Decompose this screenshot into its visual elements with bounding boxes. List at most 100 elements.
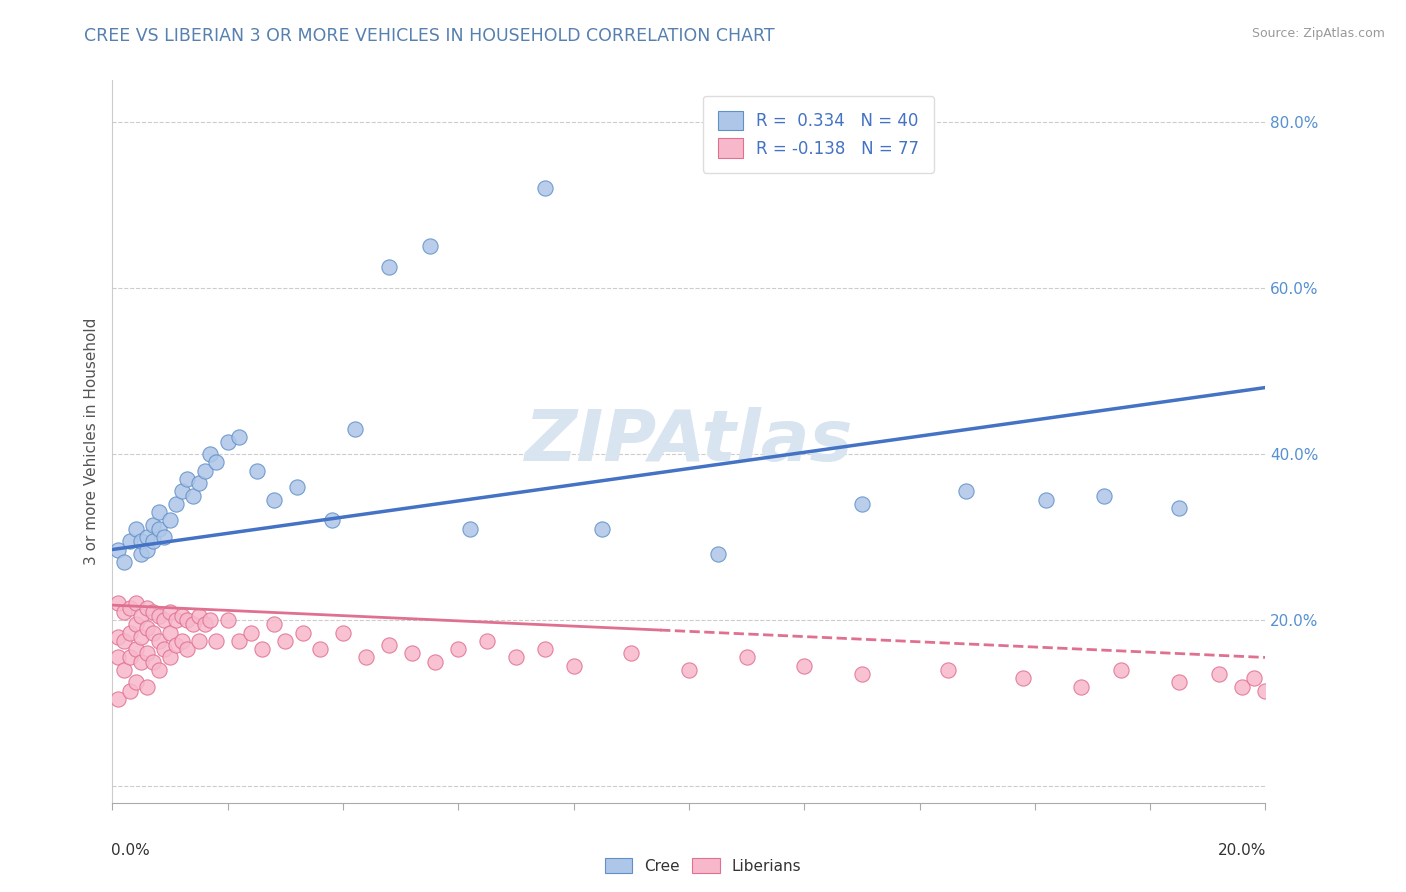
- Point: [252, 642, 274, 657]
- Point: [188, 633, 211, 648]
- Point: [159, 650, 181, 665]
- Point: [1243, 671, 1265, 685]
- Point: [200, 613, 222, 627]
- Point: [107, 542, 129, 557]
- Point: [678, 663, 700, 677]
- Point: [118, 600, 141, 615]
- Point: [447, 642, 470, 657]
- Point: [955, 484, 977, 499]
- Point: [118, 625, 141, 640]
- Point: [188, 476, 211, 491]
- Point: [1232, 680, 1254, 694]
- Point: [534, 181, 557, 195]
- Point: [707, 547, 730, 561]
- Point: [107, 692, 129, 706]
- Point: [142, 517, 165, 532]
- Point: [936, 663, 959, 677]
- Point: [124, 597, 146, 611]
- Point: [851, 497, 873, 511]
- Text: CREE VS LIBERIAN 3 OR MORE VEHICLES IN HOUSEHOLD CORRELATION CHART: CREE VS LIBERIAN 3 OR MORE VEHICLES IN H…: [84, 27, 775, 45]
- Point: [124, 642, 146, 657]
- Point: [107, 630, 129, 644]
- Point: [136, 600, 159, 615]
- Point: [176, 613, 198, 627]
- Point: [851, 667, 873, 681]
- Point: [124, 617, 146, 632]
- Text: 0.0%: 0.0%: [111, 843, 150, 857]
- Point: [263, 617, 285, 632]
- Point: [793, 658, 815, 673]
- Point: [165, 638, 187, 652]
- Y-axis label: 3 or more Vehicles in Household: 3 or more Vehicles in Household: [83, 318, 98, 566]
- Point: [129, 609, 153, 624]
- Point: [534, 642, 557, 657]
- Point: [136, 621, 159, 635]
- Point: [378, 638, 401, 652]
- Point: [118, 683, 141, 698]
- Point: [148, 633, 170, 648]
- Point: [112, 633, 135, 648]
- Point: [136, 530, 159, 544]
- Point: [343, 422, 366, 436]
- Point: [1208, 667, 1230, 681]
- Point: [205, 633, 228, 648]
- Point: [217, 434, 239, 449]
- Point: [112, 663, 135, 677]
- Point: [1167, 500, 1189, 515]
- Point: [112, 605, 135, 619]
- Point: [1035, 492, 1057, 507]
- Point: [124, 522, 146, 536]
- Point: [112, 555, 135, 569]
- Point: [181, 489, 204, 503]
- Point: [129, 630, 153, 644]
- Point: [425, 655, 447, 669]
- Point: [170, 609, 193, 624]
- Point: [181, 617, 204, 632]
- Point: [165, 613, 187, 627]
- Point: [165, 497, 187, 511]
- Point: [194, 464, 217, 478]
- Point: [332, 625, 354, 640]
- Point: [142, 605, 165, 619]
- Point: [142, 625, 165, 640]
- Point: [118, 534, 141, 549]
- Point: [1012, 671, 1035, 685]
- Point: [263, 492, 285, 507]
- Point: [562, 658, 585, 673]
- Point: [142, 655, 165, 669]
- Point: [1111, 663, 1133, 677]
- Point: [118, 650, 141, 665]
- Point: [1167, 675, 1189, 690]
- Point: [142, 534, 165, 549]
- Point: [620, 646, 643, 660]
- Text: Source: ZipAtlas.com: Source: ZipAtlas.com: [1251, 27, 1385, 40]
- Point: [153, 530, 176, 544]
- Point: [285, 480, 308, 494]
- Point: [148, 663, 170, 677]
- Point: [159, 513, 181, 527]
- Point: [124, 675, 146, 690]
- Point: [170, 484, 193, 499]
- Text: 20.0%: 20.0%: [1218, 843, 1267, 857]
- Point: [735, 650, 758, 665]
- Point: [419, 239, 441, 253]
- Point: [228, 633, 250, 648]
- Point: [200, 447, 222, 461]
- Point: [1070, 680, 1092, 694]
- Point: [176, 642, 198, 657]
- Legend: Cree, Liberians: Cree, Liberians: [599, 852, 807, 880]
- Point: [228, 430, 250, 444]
- Point: [1092, 489, 1115, 503]
- Point: [153, 642, 176, 657]
- Point: [194, 617, 217, 632]
- Point: [401, 646, 423, 660]
- Point: [354, 650, 377, 665]
- Legend: R =  0.334   N = 40, R = -0.138   N = 77: R = 0.334 N = 40, R = -0.138 N = 77: [703, 95, 934, 173]
- Point: [129, 547, 153, 561]
- Point: [592, 522, 614, 536]
- Point: [505, 650, 527, 665]
- Point: [148, 609, 170, 624]
- Point: [159, 605, 181, 619]
- Point: [176, 472, 198, 486]
- Point: [129, 655, 153, 669]
